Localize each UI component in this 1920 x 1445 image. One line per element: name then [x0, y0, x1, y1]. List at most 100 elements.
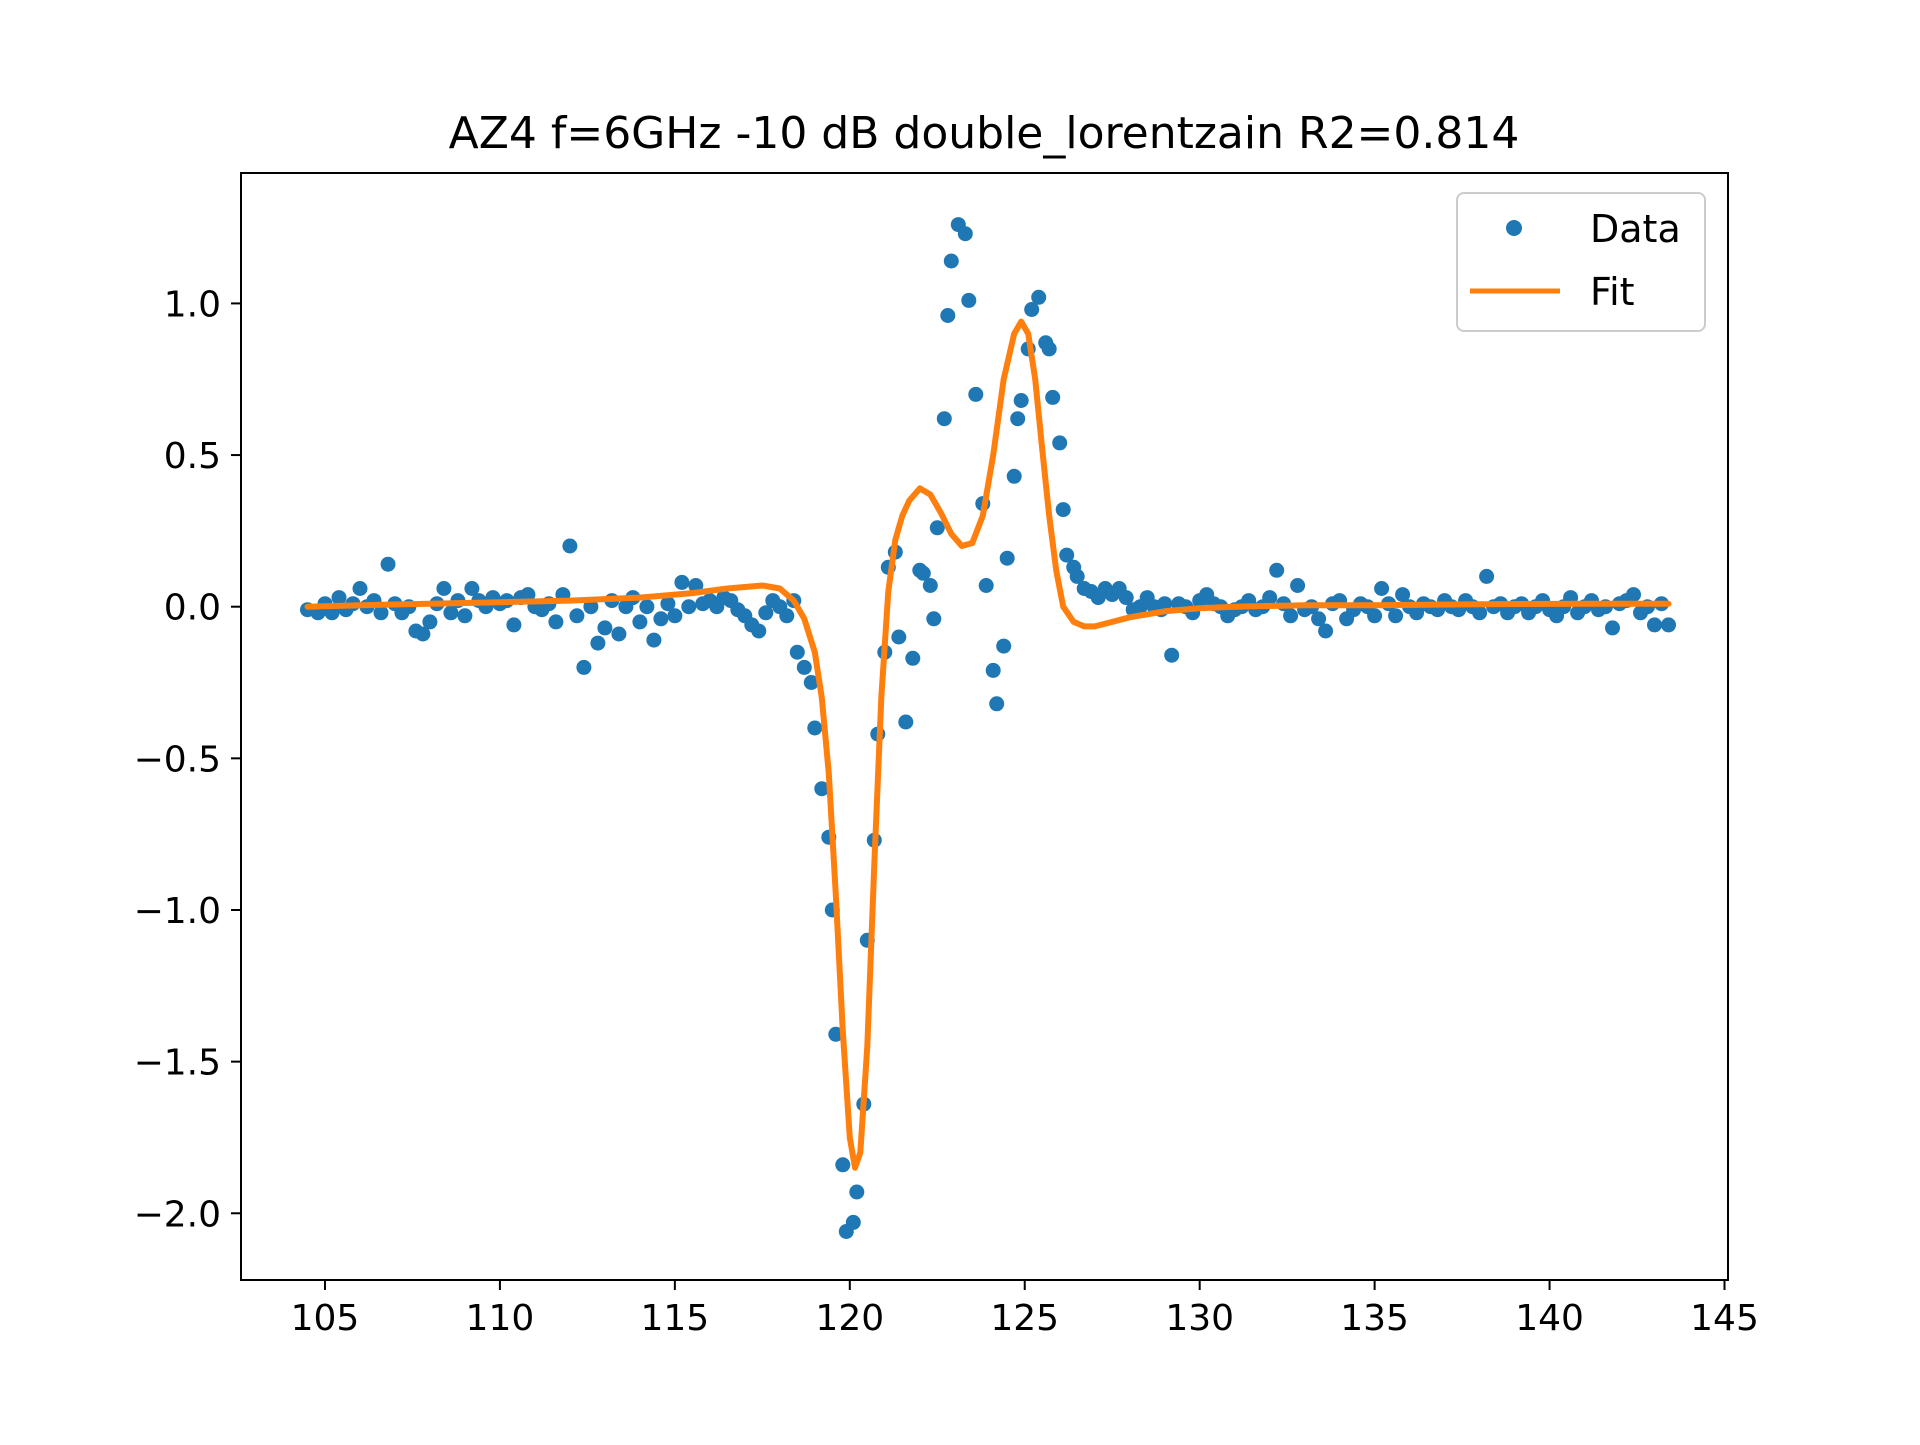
- data-point: [1479, 568, 1495, 584]
- data-point: [779, 608, 795, 624]
- y-tick-label: 0.0: [164, 588, 221, 629]
- x-tick-label: 135: [1340, 1298, 1409, 1339]
- data-point: [978, 578, 994, 593]
- x-tick-label: 140: [1515, 1298, 1584, 1339]
- data-point: [796, 659, 812, 675]
- data-point: [562, 538, 578, 554]
- data-point: [989, 696, 1005, 712]
- legend: Data Fit: [1456, 192, 1706, 332]
- data-point: [415, 626, 431, 642]
- y-axis: 1.0 0.5 0.0 −0.5 −1.0 −1.5 −2.0: [134, 284, 241, 1235]
- data-point: [1605, 620, 1620, 636]
- fit-line: [304, 318, 1672, 1171]
- data-point: [590, 635, 606, 651]
- data-point: [569, 608, 585, 624]
- data-point: [632, 614, 648, 630]
- data-point: [968, 386, 984, 402]
- y-tick-label: −1.5: [134, 1043, 221, 1084]
- data-point: [520, 587, 536, 603]
- data-point: [803, 675, 819, 690]
- data-point: [758, 605, 774, 621]
- data-point: [352, 581, 368, 596]
- data-point: [1395, 587, 1411, 603]
- data-point: [1013, 393, 1029, 408]
- x-tick-label: 105: [291, 1298, 360, 1339]
- data-point: [548, 614, 564, 630]
- data-point: [940, 308, 956, 323]
- x-tick-label: 125: [990, 1298, 1059, 1339]
- data-point: [905, 650, 921, 666]
- data-point: [331, 590, 347, 606]
- data-point: [639, 599, 655, 615]
- x-tick-label: 145: [1690, 1298, 1759, 1339]
- plot-frame: [240, 172, 1729, 1281]
- data-point: [422, 614, 438, 630]
- data-point: [985, 662, 1001, 678]
- data-point: [1069, 568, 1085, 584]
- data-point: [1024, 302, 1040, 317]
- data-point: [943, 253, 959, 269]
- y-tick-label: 0.5: [164, 436, 221, 477]
- data-point: [926, 611, 942, 627]
- data-point: [1626, 587, 1641, 603]
- data-point: [380, 556, 396, 572]
- data-point: [961, 292, 977, 308]
- data-point: [1118, 590, 1134, 606]
- data-point: [891, 629, 907, 645]
- legend-data-label: Data: [1590, 207, 1681, 251]
- data-point: [845, 1214, 861, 1230]
- data-point: [373, 605, 389, 621]
- y-tick-label: 1.0: [164, 284, 221, 325]
- chart-title: AZ4 f=6GHz -10 dB double_lorentzain R2=0…: [449, 108, 1520, 159]
- data-point: [999, 550, 1015, 566]
- data-point: [1041, 341, 1057, 357]
- data-point: [660, 596, 676, 612]
- data-point: [1647, 617, 1662, 633]
- data-point: [611, 626, 627, 642]
- data-point: [1059, 547, 1075, 563]
- data-point: [922, 578, 938, 593]
- data-point: [653, 611, 669, 627]
- data-point: [1052, 435, 1068, 451]
- data-point: [1031, 289, 1047, 305]
- data-point: [1311, 611, 1327, 627]
- data-point: [996, 638, 1012, 654]
- y-tick-label: −1.0: [134, 891, 221, 932]
- data-point: [681, 599, 697, 615]
- x-axis: 105 110 115 120 125 130 135 140 145: [291, 1280, 1759, 1339]
- data-point: [1367, 608, 1383, 624]
- plot-area: [300, 217, 1676, 1239]
- data-point: [1661, 617, 1676, 633]
- data-point: [674, 574, 690, 590]
- legend-fit-label: Fit: [1590, 270, 1635, 314]
- data-point: [457, 608, 473, 624]
- data-point: [898, 714, 914, 730]
- data-point: [751, 623, 767, 639]
- data-point: [915, 565, 931, 581]
- data-point: [597, 620, 613, 636]
- x-tick-label: 115: [640, 1298, 709, 1339]
- data-point: [583, 599, 599, 615]
- data-point: [576, 659, 592, 675]
- data-point: [835, 1157, 851, 1173]
- data-point: [667, 608, 683, 624]
- data-point: [1318, 623, 1334, 639]
- data-point: [936, 411, 952, 427]
- data-point: [1388, 608, 1404, 624]
- data-point: [1045, 389, 1061, 405]
- data-point: [814, 781, 830, 797]
- data-point: [828, 1026, 844, 1042]
- y-tick-label: −2.0: [134, 1194, 221, 1235]
- data-point: [807, 720, 823, 736]
- data-point: [443, 605, 459, 621]
- data-point: [789, 644, 805, 660]
- x-tick-label: 130: [1165, 1298, 1234, 1339]
- data-point: [1283, 608, 1299, 624]
- data-point: [506, 617, 522, 633]
- data-point: [1262, 590, 1278, 606]
- data-point: [1374, 581, 1390, 596]
- data-point: [957, 226, 973, 242]
- data-point: [1164, 647, 1180, 663]
- data-point: [1269, 562, 1285, 578]
